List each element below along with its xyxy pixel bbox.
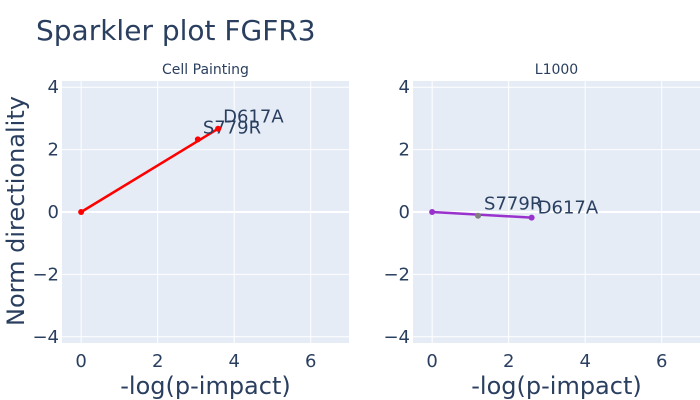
y-tick-label: 4 [48,77,59,98]
y-tick-label: 2 [48,140,59,161]
y-tick-label: −2 [383,264,410,285]
x-tick-label: 6 [656,351,667,372]
data-point [429,209,436,215]
x-tick-label: 2 [503,351,514,372]
x-axis-label: -log(p-impact) [120,372,290,400]
y-tick-label: 0 [48,202,59,223]
x-tick-label: 4 [579,351,590,372]
x-tick-label: 4 [228,351,239,372]
subplot-title: Cell Painting [162,62,249,78]
x-tick-label: 6 [305,351,316,372]
subplot-title: L1000 [535,62,578,78]
chart-title: Sparkler plot FGFR3 [36,14,316,47]
data-point [194,136,201,143]
y-axis-label: Norm directionality [2,96,30,326]
y-tick-label: −2 [32,264,59,285]
y-tick-label: −4 [383,327,410,348]
x-tick-label: 0 [426,351,437,372]
y-tick-label: 2 [399,140,410,161]
point-label: S779R [203,117,261,138]
data-point [475,212,482,219]
data-point [78,209,85,215]
point-label: D617A [223,107,284,128]
point-label: S779R [484,194,542,215]
x-tick-label: 0 [75,351,86,372]
y-tick-label: 4 [399,77,410,98]
series-line [80,127,219,214]
y-tick-label: 0 [399,202,410,223]
x-tick-label: 2 [152,351,163,372]
x-axis-label: -log(p-impact) [471,372,641,400]
series-line [432,210,532,219]
data-point [215,125,222,132]
y-tick-label: −4 [32,327,59,348]
point-label: D617A [538,198,599,219]
chart-panel-0: 0 2 4 6 −4 −2 0 2 4 Cell Painting -log(p-impact) S7… [32,62,349,400]
data-point [528,214,535,221]
